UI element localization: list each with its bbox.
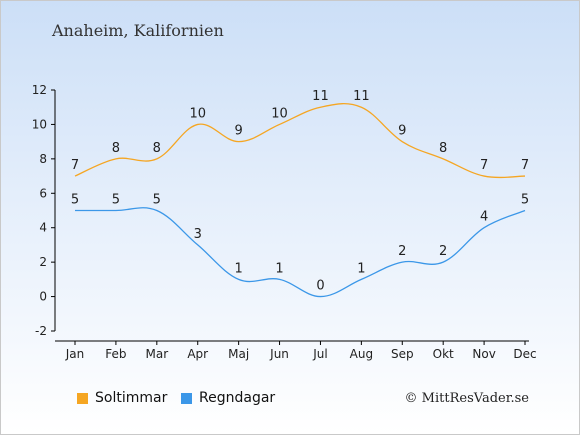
data-label-regndagar-sep: 2 bbox=[398, 244, 406, 259]
data-label-regndagar-dec: 5 bbox=[521, 193, 529, 208]
y-tick-label: 12 bbox=[32, 83, 47, 97]
y-tick-label: 8 bbox=[39, 152, 47, 166]
y-tick-label: 0 bbox=[39, 290, 47, 304]
y-tick-label: 2 bbox=[39, 255, 47, 269]
data-label-regndagar-jul: 0 bbox=[316, 279, 324, 294]
y-tick-label: 4 bbox=[39, 221, 47, 235]
data-label-soltimmar-jun: 10 bbox=[271, 106, 288, 121]
legend-item-regndagar: Regndagar bbox=[181, 390, 275, 406]
legend-item-soltimmar: Soltimmar bbox=[77, 390, 167, 406]
x-tick-label-jan: Jan bbox=[65, 347, 85, 361]
data-label-soltimmar-nov: 7 bbox=[480, 158, 488, 173]
legend-swatch-soltimmar bbox=[77, 392, 88, 404]
legend-swatch-regndagar bbox=[181, 392, 192, 404]
data-label-soltimmar-aug: 11 bbox=[353, 89, 370, 104]
x-tick-label-mar: Mar bbox=[145, 347, 168, 361]
data-label-regndagar-feb: 5 bbox=[112, 193, 120, 208]
x-tick-label-okt: Okt bbox=[433, 347, 454, 361]
x-tick-label-nov: Nov bbox=[472, 347, 495, 361]
x-tick-label-jul: Jul bbox=[312, 347, 327, 361]
y-tick-label: 6 bbox=[39, 186, 47, 200]
data-label-soltimmar-feb: 8 bbox=[112, 141, 120, 156]
data-label-soltimmar-jul: 11 bbox=[312, 89, 329, 104]
data-label-soltimmar-sep: 9 bbox=[398, 124, 406, 139]
data-label-soltimmar-dec: 7 bbox=[521, 158, 529, 173]
x-tick-label-aug: Aug bbox=[350, 347, 373, 361]
data-label-regndagar-mar: 5 bbox=[153, 193, 161, 208]
data-label-regndagar-maj: 1 bbox=[234, 261, 242, 276]
copyright-text: © MittResVader.se bbox=[404, 391, 529, 406]
data-label-regndagar-jan: 5 bbox=[71, 193, 79, 208]
data-label-regndagar-okt: 2 bbox=[439, 244, 447, 259]
chart-title: Anaheim, Kalifornien bbox=[52, 21, 224, 40]
data-label-soltimmar-jan: 7 bbox=[71, 158, 79, 173]
data-label-regndagar-nov: 4 bbox=[480, 210, 488, 225]
x-tick-label-apr: Apr bbox=[187, 347, 208, 361]
x-tick-label-dec: Dec bbox=[513, 347, 536, 361]
data-label-regndagar-jun: 1 bbox=[275, 261, 283, 276]
data-label-regndagar-apr: 3 bbox=[194, 227, 202, 242]
y-tick-label: -2 bbox=[35, 324, 47, 338]
legend-label-soltimmar: Soltimmar bbox=[95, 390, 168, 406]
x-tick-label-feb: Feb bbox=[105, 347, 126, 361]
series-line-soltimmar bbox=[74, 103, 526, 179]
legend-label-regndagar: Regndagar bbox=[199, 390, 276, 406]
data-label-soltimmar-apr: 10 bbox=[189, 106, 206, 121]
x-tick-label-maj: Maj bbox=[228, 347, 249, 361]
data-label-soltimmar-okt: 8 bbox=[439, 141, 447, 156]
y-tick-label: 10 bbox=[32, 117, 47, 131]
series-layer bbox=[74, 103, 526, 298]
x-tick-label-sep: Sep bbox=[391, 347, 414, 361]
series-line-regndagar bbox=[75, 207, 526, 298]
data-label-regndagar-aug: 1 bbox=[357, 261, 365, 276]
x-tick-label-jun: Jun bbox=[269, 347, 289, 361]
data-label-soltimmar-maj: 9 bbox=[234, 124, 242, 139]
data-label-soltimmar-mar: 8 bbox=[153, 141, 161, 156]
